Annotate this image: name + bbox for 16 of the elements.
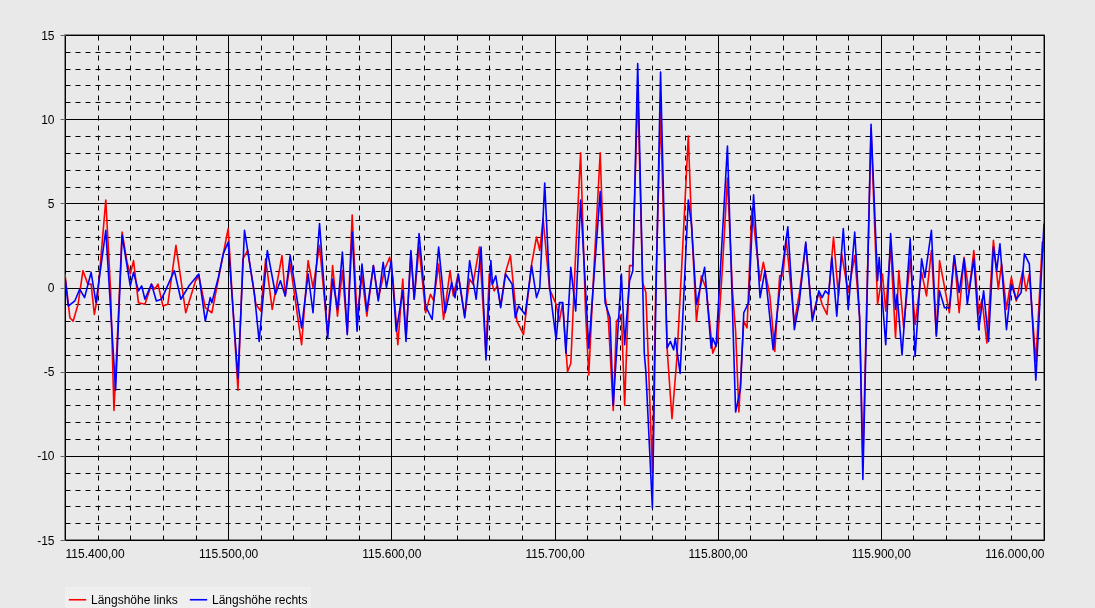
y-tick-label: 15	[41, 28, 55, 43]
x-tick-label: 115.400,00	[65, 546, 125, 561]
y-tick-label: -10	[37, 449, 55, 464]
y-tick-label: 0	[47, 281, 55, 295]
legend-label: Längshöhe rechts	[212, 592, 308, 607]
x-tick-label: 115.500,00	[199, 546, 259, 561]
x-tick-label: 115.700,00	[525, 546, 585, 561]
y-tick-label: -5	[43, 365, 55, 380]
x-tick-label: 115.900,00	[851, 546, 912, 561]
x-tick-label: 116.000,00	[985, 546, 1045, 561]
legend-label: Längshöhe links	[91, 592, 178, 607]
x-tick-label: 115.800,00	[688, 546, 749, 561]
x-tick-label: 115.600,00	[362, 546, 422, 561]
y-tick-label: 5	[47, 196, 55, 211]
y-tick-label: -15	[37, 533, 55, 548]
y-tick-label: 10	[41, 112, 55, 127]
